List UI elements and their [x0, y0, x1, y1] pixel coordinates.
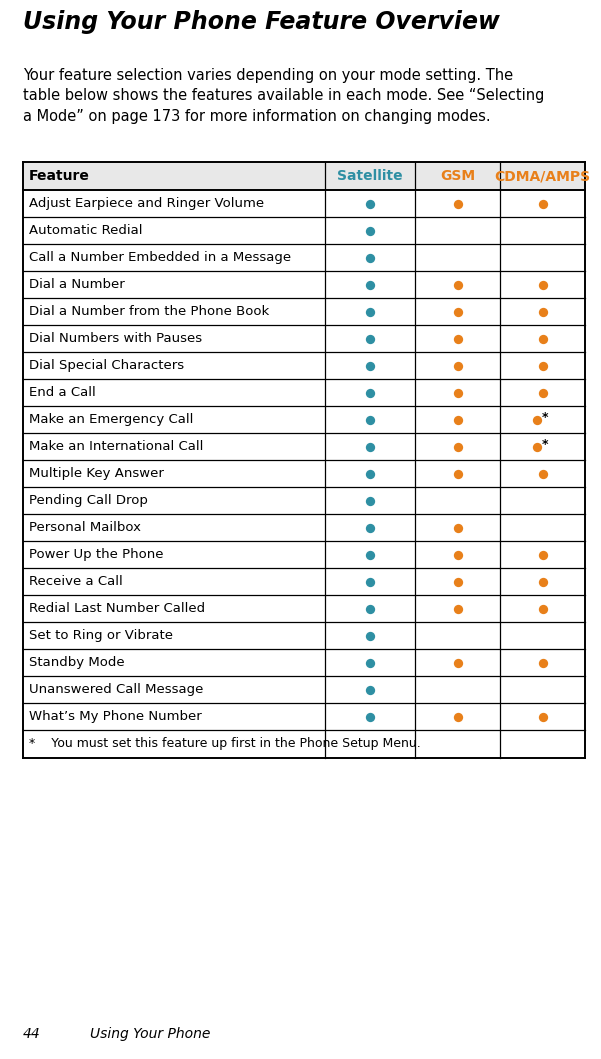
Point	[453, 546, 462, 563]
Text: Dial a Number: Dial a Number	[29, 279, 125, 291]
Text: Personal Mailbox: Personal Mailbox	[29, 521, 141, 534]
Text: Redial Last Number Called: Redial Last Number Called	[29, 602, 205, 615]
Point	[365, 465, 375, 482]
Point	[365, 546, 375, 563]
Point	[453, 600, 462, 617]
Text: Using Your Phone: Using Your Phone	[90, 1027, 210, 1041]
Text: Make an International Call: Make an International Call	[29, 439, 203, 453]
Point	[453, 357, 462, 374]
Point	[453, 330, 462, 347]
Text: Multiple Key Answer: Multiple Key Answer	[29, 467, 164, 480]
Point	[453, 465, 462, 482]
Point	[365, 276, 375, 293]
Point	[365, 654, 375, 671]
Point	[538, 465, 548, 482]
Text: Using Your Phone Feature Overview: Using Your Phone Feature Overview	[23, 10, 500, 34]
Text: GSM: GSM	[440, 169, 475, 183]
Point	[365, 573, 375, 590]
FancyBboxPatch shape	[23, 162, 585, 190]
Text: Receive a Call: Receive a Call	[29, 575, 123, 588]
Text: Call a Number Embedded in a Message: Call a Number Embedded in a Message	[29, 251, 291, 264]
Text: Dial Special Characters: Dial Special Characters	[29, 359, 184, 372]
Text: Satellite: Satellite	[337, 169, 403, 183]
Point	[365, 249, 375, 266]
Text: Pending Call Drop: Pending Call Drop	[29, 493, 148, 507]
Point	[453, 708, 462, 725]
Point	[453, 411, 462, 428]
Point	[365, 357, 375, 374]
Point	[453, 303, 462, 320]
Point	[365, 411, 375, 428]
Text: Unanswered Call Message: Unanswered Call Message	[29, 683, 203, 696]
Point	[365, 627, 375, 644]
Text: End a Call: End a Call	[29, 385, 96, 399]
Text: Dial a Number from the Phone Book: Dial a Number from the Phone Book	[29, 305, 269, 318]
Point	[538, 573, 548, 590]
Point	[538, 600, 548, 617]
Text: Power Up the Phone: Power Up the Phone	[29, 548, 163, 561]
Point	[538, 195, 548, 212]
Text: Standby Mode: Standby Mode	[29, 656, 124, 669]
Point	[365, 303, 375, 320]
Text: Adjust Earpiece and Ringer Volume: Adjust Earpiece and Ringer Volume	[29, 197, 264, 210]
Point	[532, 438, 542, 455]
Text: Set to Ring or Vibrate: Set to Ring or Vibrate	[29, 629, 173, 642]
Text: Feature: Feature	[29, 169, 90, 183]
Point	[453, 438, 462, 455]
Point	[538, 708, 548, 725]
Point	[532, 411, 542, 428]
Point	[453, 195, 462, 212]
Point	[538, 357, 548, 374]
Point	[453, 573, 462, 590]
Point	[453, 519, 462, 536]
Text: Automatic Redial: Automatic Redial	[29, 225, 142, 237]
Point	[365, 330, 375, 347]
Text: *: *	[542, 438, 548, 451]
Point	[365, 600, 375, 617]
Point	[538, 546, 548, 563]
Point	[453, 654, 462, 671]
Point	[453, 276, 462, 293]
Point	[365, 681, 375, 698]
Point	[365, 492, 375, 509]
Point	[365, 708, 375, 725]
Point	[365, 519, 375, 536]
Text: What’s My Phone Number: What’s My Phone Number	[29, 710, 202, 723]
Text: *: *	[542, 411, 548, 424]
Text: 44: 44	[23, 1027, 41, 1041]
Text: *    You must set this feature up first in the Phone Setup Menu.: * You must set this feature up first in …	[29, 737, 421, 751]
Point	[365, 384, 375, 401]
Point	[538, 384, 548, 401]
Point	[538, 276, 548, 293]
Point	[365, 195, 375, 212]
Text: Dial Numbers with Pauses: Dial Numbers with Pauses	[29, 333, 202, 345]
Text: CDMA/AMPS: CDMA/AMPS	[495, 169, 591, 183]
Point	[453, 384, 462, 401]
Point	[365, 222, 375, 239]
Text: Your feature selection varies depending on your mode setting. The
table below sh: Your feature selection varies depending …	[23, 68, 545, 124]
Point	[538, 303, 548, 320]
Text: Make an Emergency Call: Make an Emergency Call	[29, 413, 194, 426]
Point	[538, 330, 548, 347]
Point	[365, 438, 375, 455]
Point	[538, 654, 548, 671]
